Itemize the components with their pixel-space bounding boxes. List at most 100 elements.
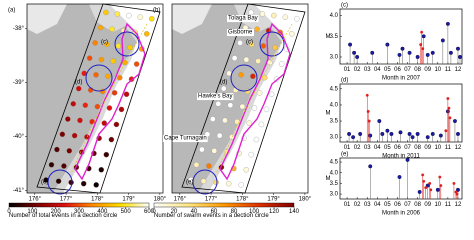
grid-dot	[92, 40, 98, 46]
annotation: (e)	[41, 180, 48, 186]
stem-marker	[380, 131, 385, 136]
map-frame	[26, 3, 164, 194]
x-tick-label: 10	[434, 67, 441, 73]
x-tick-label: 05	[384, 145, 391, 151]
x-tick-label: 176°	[29, 197, 42, 203]
stem-marker	[429, 188, 433, 192]
stem-marker	[421, 173, 425, 177]
grid-dot	[70, 101, 77, 107]
label-bg	[227, 29, 255, 37]
y-tick-label: 3.5	[330, 34, 339, 40]
x-tick-label: 178°	[236, 197, 249, 203]
colorbar-tick-label: 200	[51, 209, 62, 215]
grid-dot	[261, 74, 268, 81]
stem-marker	[417, 190, 422, 194]
colorbar-tick-label: 60	[211, 209, 218, 215]
y-axis-label: M	[326, 176, 331, 182]
grid-dot	[272, 44, 278, 51]
y-tick-label: 4.5	[330, 160, 339, 166]
x-tick-label: 06	[394, 67, 401, 73]
stem-marker	[448, 116, 452, 120]
grid-dot	[97, 24, 104, 31]
grid-dot	[133, 61, 140, 67]
grid-dot	[227, 102, 234, 108]
grid-dot	[143, 31, 150, 37]
grid-dot	[93, 182, 99, 188]
stem-marker	[452, 181, 456, 185]
grid-dot	[288, 31, 295, 37]
x-tick-label: 01	[344, 202, 351, 208]
y-tick-label: 4.5	[330, 86, 339, 92]
colorbar	[8, 202, 150, 208]
grid-dot	[61, 163, 67, 169]
stem-marker	[348, 42, 353, 47]
x-tick-label: 09	[424, 67, 431, 73]
stem-marker	[430, 50, 435, 55]
grid-dot	[127, 44, 133, 51]
x-tick-label: 09	[424, 202, 431, 208]
grid-dot	[193, 161, 200, 168]
stem-marker	[445, 21, 450, 26]
grid-dot	[200, 178, 207, 184]
stem-marker	[352, 50, 357, 55]
y-tick-label: 3.0	[330, 135, 339, 141]
plot-frame	[339, 83, 463, 143]
x-tick-label: 03	[364, 145, 371, 151]
grid-dot	[278, 61, 285, 67]
stem-marker	[425, 135, 430, 140]
grid-dot	[86, 55, 93, 61]
grid-dot	[93, 72, 99, 78]
colorbar-tick-label: 500	[121, 209, 132, 215]
y-tick-label: -38°	[13, 26, 25, 32]
grid-dot	[258, 121, 265, 128]
stem-marker	[347, 131, 352, 136]
stem-marker	[355, 55, 360, 59]
stem-marker	[407, 50, 412, 55]
colorbar-tick-label: 600	[144, 209, 155, 215]
place-label: Hawke's Bay	[198, 94, 233, 100]
grid-dot	[254, 26, 260, 32]
stem-marker	[455, 192, 459, 196]
x-tick-label: 07	[404, 202, 411, 208]
panel-label: (a)	[8, 8, 15, 14]
x-tick-label: 176°	[174, 197, 187, 203]
annotation: (e)	[186, 180, 193, 186]
y-tick-label: 4.0	[330, 103, 339, 109]
x-tick-label: 01	[344, 67, 351, 73]
grid-dot	[259, 11, 266, 17]
map-frame	[171, 3, 309, 194]
grid-dot	[222, 117, 228, 124]
grid-dot	[114, 11, 121, 17]
grid-dot	[238, 182, 244, 188]
stem-marker	[421, 34, 426, 39]
grid-dot	[211, 148, 218, 154]
grid-dot	[109, 26, 115, 32]
stem-marker	[367, 119, 371, 123]
grid-dot	[54, 146, 60, 153]
x-tick-label: 04	[374, 145, 381, 151]
x-tick-label: 04	[374, 67, 381, 73]
grid-dot	[243, 166, 250, 173]
grid-dot	[116, 74, 123, 81]
x-tick-label: 03	[364, 202, 371, 208]
label-bg	[197, 93, 234, 101]
grid-dot	[103, 151, 110, 158]
x-tick-label: 180°	[299, 197, 312, 203]
stem-marker	[421, 47, 425, 51]
grid-dot	[210, 116, 216, 122]
grid-dot	[239, 103, 246, 110]
x-tick-label: 179°	[267, 197, 280, 203]
x-tick-label: 11	[445, 202, 452, 208]
grid-dot	[234, 119, 240, 125]
x-tick-label: 12	[455, 145, 462, 151]
colorbar-tick-label: 20	[171, 209, 178, 215]
x-tick-label: 177°	[205, 197, 218, 203]
colorbar-label: Number of swarm events in a dection circ…	[154, 213, 269, 219]
grid-dot	[89, 119, 95, 125]
grid-dot	[248, 151, 255, 158]
grid-dot	[255, 58, 261, 64]
grid-dot	[251, 105, 258, 111]
grid-dot	[225, 180, 232, 187]
stem-marker	[365, 93, 369, 97]
x-tick-label: 177°	[60, 197, 73, 203]
